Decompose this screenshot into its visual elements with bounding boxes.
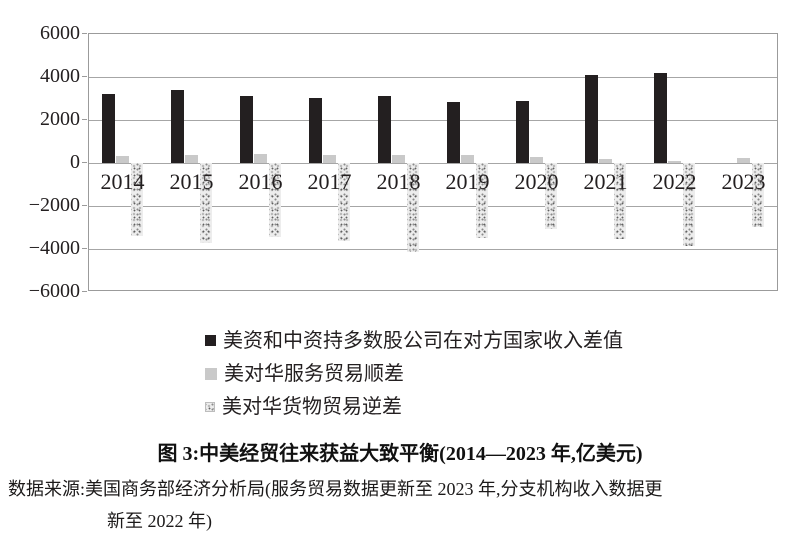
bar-series2-2015	[200, 163, 212, 243]
x-tick-label-2017: 2017	[307, 169, 352, 194]
plot-area	[88, 33, 778, 291]
bar-series2-2014	[131, 163, 143, 236]
bar-series1-2015	[185, 155, 198, 163]
speckled-square-swatch-icon	[205, 401, 215, 412]
bar-series0-2017	[309, 98, 322, 163]
x-tick-label-2020: 2020	[514, 169, 559, 194]
bar-series0-2014	[102, 93, 115, 163]
bar-series2-2017	[338, 163, 350, 242]
x-tick-label-2022: 2022	[652, 169, 697, 194]
figure-caption: 图 3:中美经贸往来获益大致平衡(2014—2023 年,亿美元)	[157, 443, 643, 465]
x-tick-label-2016: 2016	[238, 169, 283, 194]
gridline-4000	[89, 76, 777, 78]
bar-series2-2023	[752, 163, 764, 228]
y-tick-label-2000: 2000	[40, 108, 80, 130]
y-tick-label--6000: −6000	[28, 280, 80, 302]
gridline--2000	[89, 205, 777, 207]
bar-series0-2019	[447, 101, 460, 163]
bar-series0-2020	[516, 101, 529, 163]
bar-series0-2018	[378, 96, 391, 163]
legend-item-goods-deficit: 美对华货物贸易逆差	[205, 390, 623, 423]
gridline--4000	[89, 248, 777, 250]
gray-square-swatch-icon	[205, 367, 217, 380]
bar-series1-2020	[530, 157, 543, 163]
bar-series2-2022	[683, 163, 695, 247]
y-axis-tick	[82, 161, 87, 163]
gridline-0	[89, 162, 777, 164]
bar-series0-2022	[654, 72, 667, 163]
y-tick-label--4000: −4000	[28, 237, 80, 259]
x-tick-label-2019: 2019	[445, 169, 490, 194]
gridline-2000	[89, 119, 777, 121]
legend: 美资和中资持多数股公司在对方国家收入差值 美对华服务贸易顺差 美对华货物贸易逆差	[205, 324, 623, 423]
bar-chart: 6000 4000 2000 0 −2000 −4000 −6000 2014 2015 201…	[28, 22, 778, 302]
y-axis-tick	[82, 290, 87, 292]
x-tick-label-2018: 2018	[376, 169, 421, 194]
bar-series1-2018	[392, 154, 405, 163]
x-tick-label-2014: 2014	[100, 169, 145, 194]
x-tick-label-2023: 2023	[721, 169, 766, 194]
legend-item-income-differential: 美资和中资持多数股公司在对方国家收入差值	[205, 324, 623, 357]
bar-series1-2022	[668, 160, 681, 163]
bar-series1-2019	[461, 155, 474, 163]
data-source-line-1: 数据来源:美国商务部经济分析局(服务贸易数据更新至 2023 年,分支机构收入数…	[8, 479, 663, 499]
legend-item-services-surplus: 美对华服务贸易顺差	[205, 357, 623, 390]
bar-series1-2017	[323, 154, 336, 163]
bar-series1-2023	[737, 158, 750, 163]
data-source-line-2: 新至 2022 年)	[107, 511, 212, 531]
y-axis-tick	[82, 75, 87, 77]
y-axis-tick	[82, 32, 87, 34]
bar-series0-2016	[240, 95, 253, 163]
x-tick-label-2021: 2021	[583, 169, 628, 194]
y-axis-tick	[82, 118, 87, 120]
y-tick-label-4000: 4000	[40, 65, 80, 87]
bar-series1-2016	[254, 153, 267, 163]
y-axis-tick	[82, 247, 87, 249]
bar-series2-2018	[407, 163, 419, 252]
legend-label: 美对华货物贸易逆差	[222, 395, 402, 418]
y-tick-label-6000: 6000	[40, 22, 80, 44]
bar-series2-2019	[476, 163, 488, 238]
bar-series2-2021	[614, 163, 626, 239]
bar-series2-2020	[545, 163, 557, 230]
x-tick-label-2015: 2015	[169, 169, 214, 194]
bar-series0-2015	[171, 89, 184, 163]
bar-series1-2014	[116, 155, 129, 163]
legend-label: 美对华服务贸易顺差	[224, 362, 404, 385]
bar-series2-2016	[269, 163, 281, 238]
y-tick-label--2000: −2000	[28, 194, 80, 216]
bar-series1-2021	[599, 158, 612, 163]
bar-series0-2021	[585, 74, 598, 163]
y-axis-tick	[82, 204, 87, 206]
y-tick-label-0: 0	[70, 151, 80, 173]
black-square-swatch-icon	[205, 335, 216, 346]
legend-label: 美资和中资持多数股公司在对方国家收入差值	[223, 329, 623, 352]
